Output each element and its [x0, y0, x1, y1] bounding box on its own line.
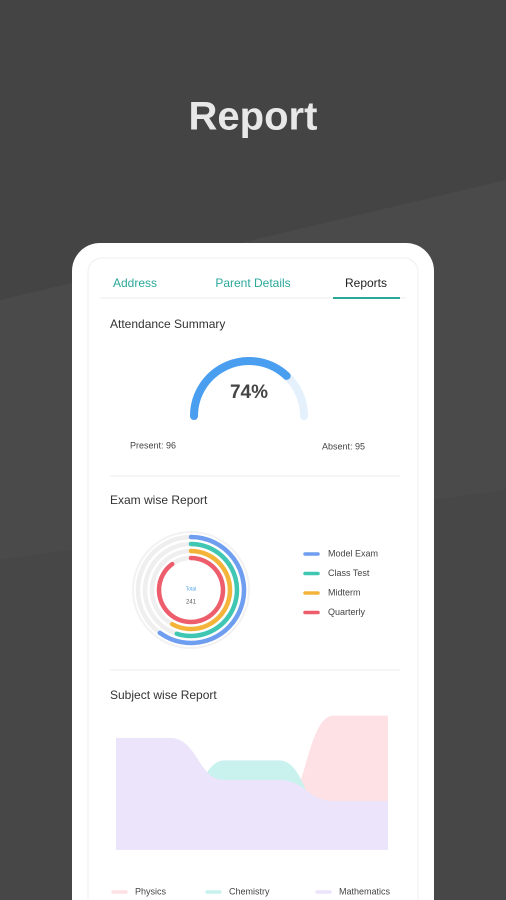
- present-label: Present: 96: [130, 440, 176, 450]
- ring-track: [132, 531, 250, 649]
- gauge-value: [190, 357, 291, 420]
- tab[interactable]: Parent Details: [215, 276, 290, 290]
- absent-label: Absent: 95: [322, 441, 365, 451]
- area: [116, 738, 388, 850]
- section-title: Exam wise Report: [110, 493, 208, 507]
- radial-bar: [157, 534, 247, 646]
- legend-label: Class Test: [328, 568, 370, 578]
- page-title: Report: [189, 95, 318, 139]
- section-title: Attendance Summary: [110, 317, 225, 331]
- legend-label: Chemistry: [229, 886, 270, 896]
- legend-label: Midterm: [328, 587, 361, 597]
- radial-bar: [174, 541, 240, 639]
- center-value: 241: [186, 600, 197, 606]
- section-title: Subject wise Report: [110, 688, 217, 702]
- gauge-label: 74%: [230, 382, 268, 403]
- tab-active[interactable]: Reports: [345, 276, 387, 290]
- legend-label: Model Exam: [328, 548, 378, 558]
- radial-bar: [169, 548, 233, 632]
- tab[interactable]: Address: [113, 276, 157, 290]
- legend-label: Physics: [135, 886, 167, 896]
- legend-label: Mathematics: [339, 886, 391, 896]
- center-label: Total: [186, 586, 197, 592]
- radial-bar: [156, 555, 226, 625]
- legend-label: Quarterly: [328, 607, 366, 617]
